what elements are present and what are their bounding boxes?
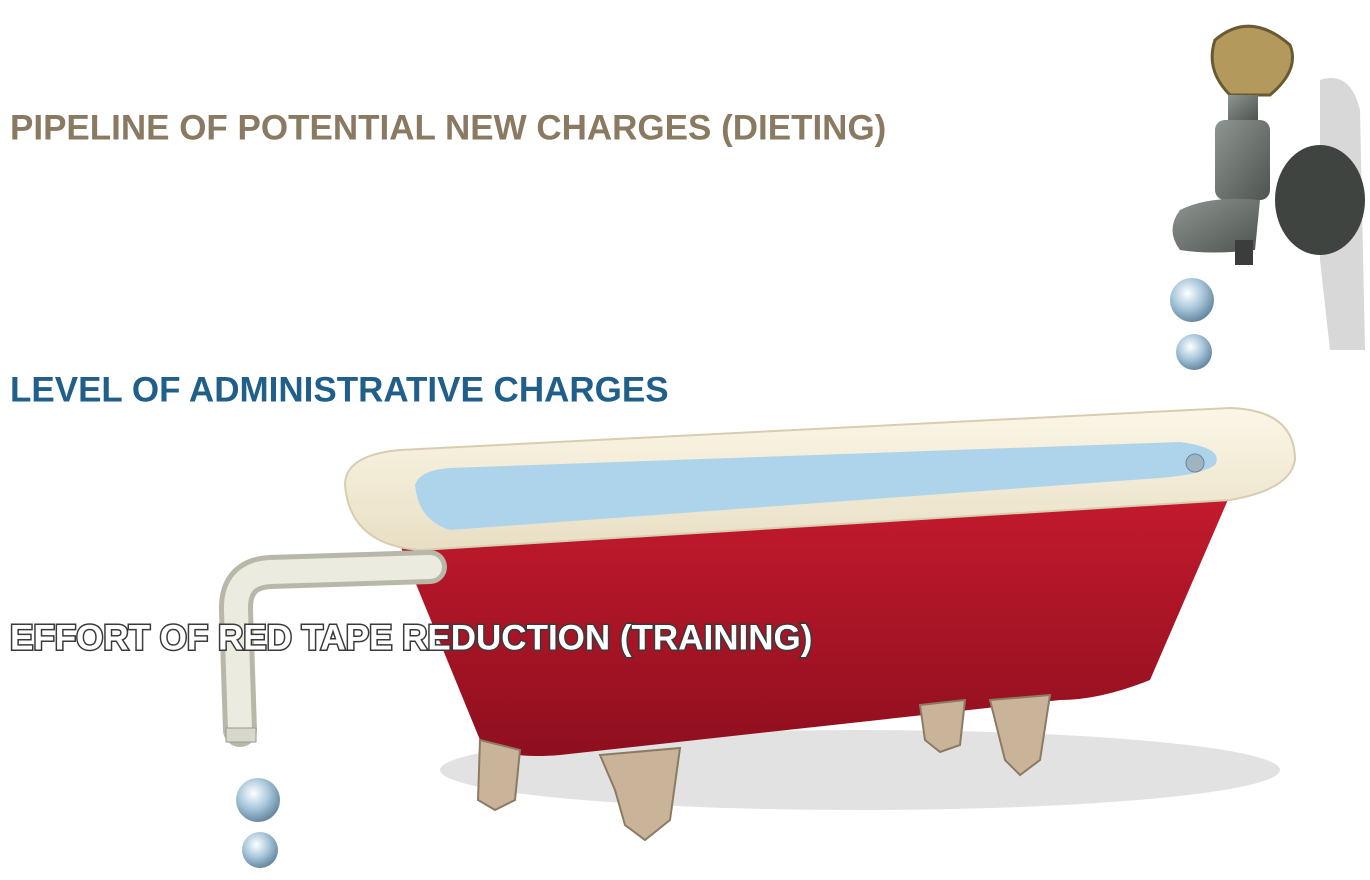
outflow-label: EFFORT OF RED TAPE REDUCTION (TRAINING) bbox=[10, 618, 812, 657]
pipe-nozzle bbox=[226, 728, 256, 742]
level-label: LEVEL OF ADMINISTRATIVE CHARGES bbox=[10, 370, 669, 409]
drain bbox=[1186, 454, 1204, 472]
bathtub-diagram: PIPELINE OF POTENTIAL NEW CHARGES (DIETI… bbox=[0, 0, 1370, 880]
inflow-label: PIPELINE OF POTENTIAL NEW CHARGES (DIETI… bbox=[10, 108, 886, 147]
